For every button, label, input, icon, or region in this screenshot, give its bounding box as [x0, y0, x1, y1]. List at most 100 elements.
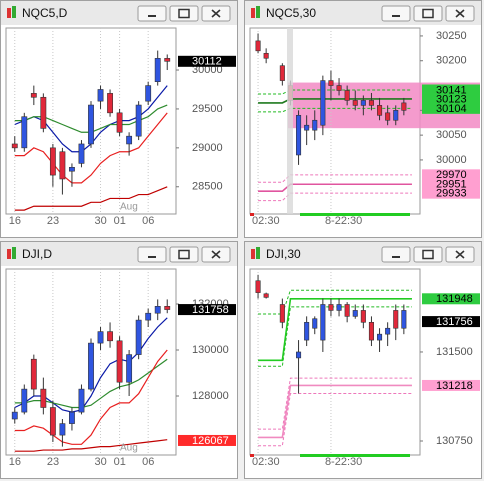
button-face [381, 5, 411, 22]
close-button[interactable] [201, 5, 231, 22]
indicator-line [14, 317, 168, 413]
candle-body [59, 423, 66, 436]
close-button[interactable] [445, 5, 475, 22]
candle-body [296, 114, 302, 156]
plot-background [249, 268, 421, 456]
plot-area [249, 268, 421, 456]
button-glyph [422, 249, 434, 260]
candle-body [263, 293, 269, 298]
x-tick-label: 8-22:30 [325, 215, 362, 227]
window-title: NQC5,30 [266, 6, 316, 20]
minimize-button[interactable] [381, 246, 411, 263]
level-line [258, 107, 412, 113]
candle-body [401, 310, 407, 329]
plot-content [11, 28, 171, 214]
minimize-button[interactable] [381, 5, 411, 22]
candle-body [336, 304, 342, 311]
minimize-button[interactable] [137, 5, 167, 22]
candle-body [40, 388, 47, 408]
minimize-button[interactable] [137, 246, 167, 263]
price-label: 29951 [436, 179, 467, 191]
x-tick-label: 02:30 [252, 456, 280, 468]
price-label-box [178, 434, 236, 446]
candle-body [279, 304, 285, 323]
indicator-line [14, 439, 168, 452]
price-label-box [422, 102, 480, 114]
candle-body [59, 151, 66, 180]
level-line [258, 297, 412, 362]
candle-body [88, 104, 94, 145]
candle-body [49, 147, 56, 176]
price-label-box [178, 304, 236, 316]
candle-body [360, 310, 366, 323]
maximize-button[interactable] [413, 246, 443, 263]
level-line [258, 306, 412, 367]
button-face [413, 5, 443, 22]
candle-body [385, 112, 391, 121]
candle-body [88, 342, 94, 390]
candle-body [328, 304, 334, 311]
candle-body [116, 340, 123, 383]
maximize-button[interactable] [413, 5, 443, 22]
window-icon-green [12, 6, 16, 18]
price-label: 30123 [436, 93, 467, 105]
candle-body [352, 100, 358, 106]
candle-body [135, 104, 142, 137]
candle-body [30, 358, 37, 390]
button-glyph [455, 250, 465, 259]
candle-body [368, 100, 374, 106]
candle-body [11, 411, 18, 420]
candle-body [21, 116, 28, 149]
candle-body [393, 110, 399, 121]
window-icon-red [7, 249, 11, 259]
level-line [258, 89, 412, 95]
indicator-line [14, 186, 168, 211]
price-label-box [422, 187, 480, 199]
candle-body [312, 119, 318, 131]
candle-body [360, 100, 366, 106]
candle-body [320, 80, 326, 126]
y-tick-label: 30000 [192, 64, 223, 76]
candle-body [263, 52, 269, 59]
x-tick-label: 16 [9, 215, 21, 227]
plot-area [249, 27, 480, 215]
candle-body [377, 105, 383, 116]
candle-body [126, 354, 133, 383]
candle-body [304, 124, 310, 131]
x-tick-label: 16 [9, 456, 21, 468]
price-label: 131948 [436, 293, 473, 305]
window-title: NQC5,D [22, 6, 68, 20]
plot-area [5, 27, 177, 215]
session-separator [287, 28, 293, 214]
candle-body [145, 312, 152, 321]
button-face [169, 5, 199, 22]
indicator-line [14, 349, 168, 445]
button-face [137, 5, 167, 22]
close-button[interactable] [445, 246, 475, 263]
candle-body [107, 331, 113, 342]
level-line [258, 384, 412, 439]
session-bar-start [250, 454, 254, 457]
maximize-button[interactable] [169, 5, 199, 22]
candle-body [116, 112, 123, 133]
y-tick-label: 29000 [192, 142, 223, 154]
x-tick-label: 30 [95, 456, 107, 468]
maximize-button[interactable] [169, 246, 199, 263]
y-tick-label: 30000 [436, 154, 467, 166]
month-label: Aug [120, 202, 138, 213]
plot-content [11, 269, 171, 455]
price-label: 131756 [436, 316, 473, 328]
level-line [258, 289, 412, 315]
x-tick-label: 01 [114, 215, 126, 227]
x-tick-label: 23 [47, 215, 59, 227]
y-tick-label: 130750 [436, 435, 473, 447]
level-line [258, 174, 412, 183]
price-label-box [422, 93, 480, 105]
y-tick-label: 30250 [436, 30, 467, 42]
window-icon-green [256, 247, 260, 259]
close-button[interactable] [201, 246, 231, 263]
level-line [258, 377, 412, 430]
price-label: 29933 [436, 188, 467, 200]
window-icon-red [251, 8, 255, 18]
